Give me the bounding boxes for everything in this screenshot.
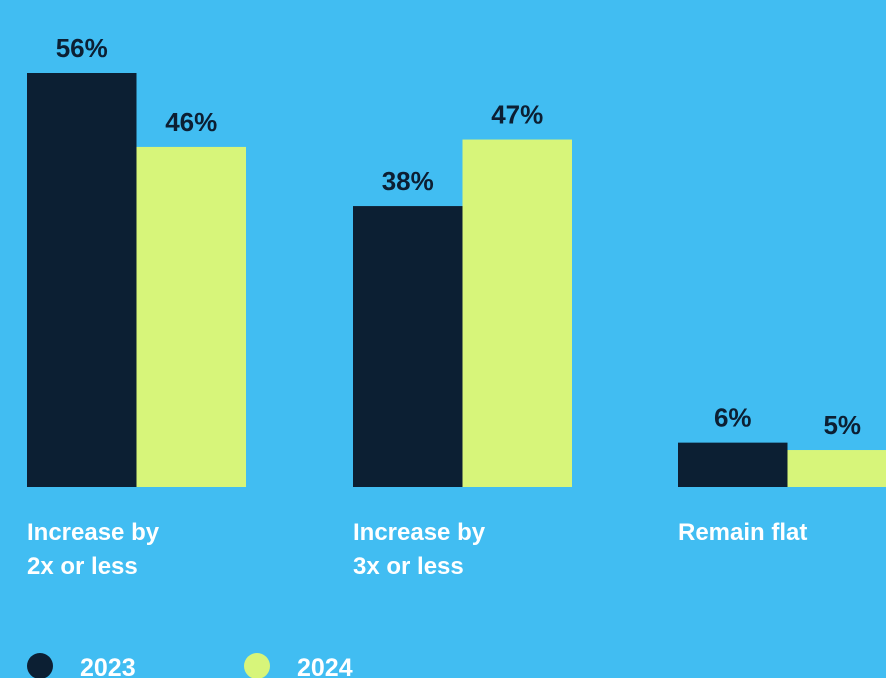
legend-swatch-2024 (244, 653, 270, 678)
data-label-2024-3: 5% (823, 410, 861, 440)
legend-swatch-2023 (27, 653, 53, 678)
data-label-2024-1: 46% (165, 107, 217, 137)
category-label-line: 2x or less (27, 553, 138, 580)
category-label-line: Remain flat (678, 519, 807, 546)
category-label-line: 3x or less (353, 553, 464, 580)
data-label-2023-2: 38% (382, 166, 434, 196)
data-label-2023-1: 56% (56, 33, 108, 63)
bar-2023-1 (27, 73, 137, 487)
category-label-2: Increase by 3x or less (353, 519, 486, 580)
category-label-line: Increase by (27, 519, 160, 546)
category-label-3: Remain flat (678, 519, 807, 546)
data-label-2023-3: 6% (714, 403, 752, 433)
legend-label-2024: 2024 (297, 654, 353, 678)
bar-2024-1 (136, 146, 246, 487)
category-label-1: Increase by 2x or less (27, 519, 160, 580)
legend-label-2023: 2023 (80, 654, 136, 678)
bar-2024-3 (787, 450, 886, 487)
data-label-2024-2: 47% (491, 100, 543, 130)
category-label-line: Increase by (353, 519, 486, 546)
bar-2023-2 (353, 206, 463, 488)
bar-2023-3 (678, 442, 788, 487)
legend-item-2024: 2024 (244, 653, 353, 678)
bar-2024-2 (462, 139, 572, 488)
legend-item-2023: 2023 (27, 653, 136, 678)
